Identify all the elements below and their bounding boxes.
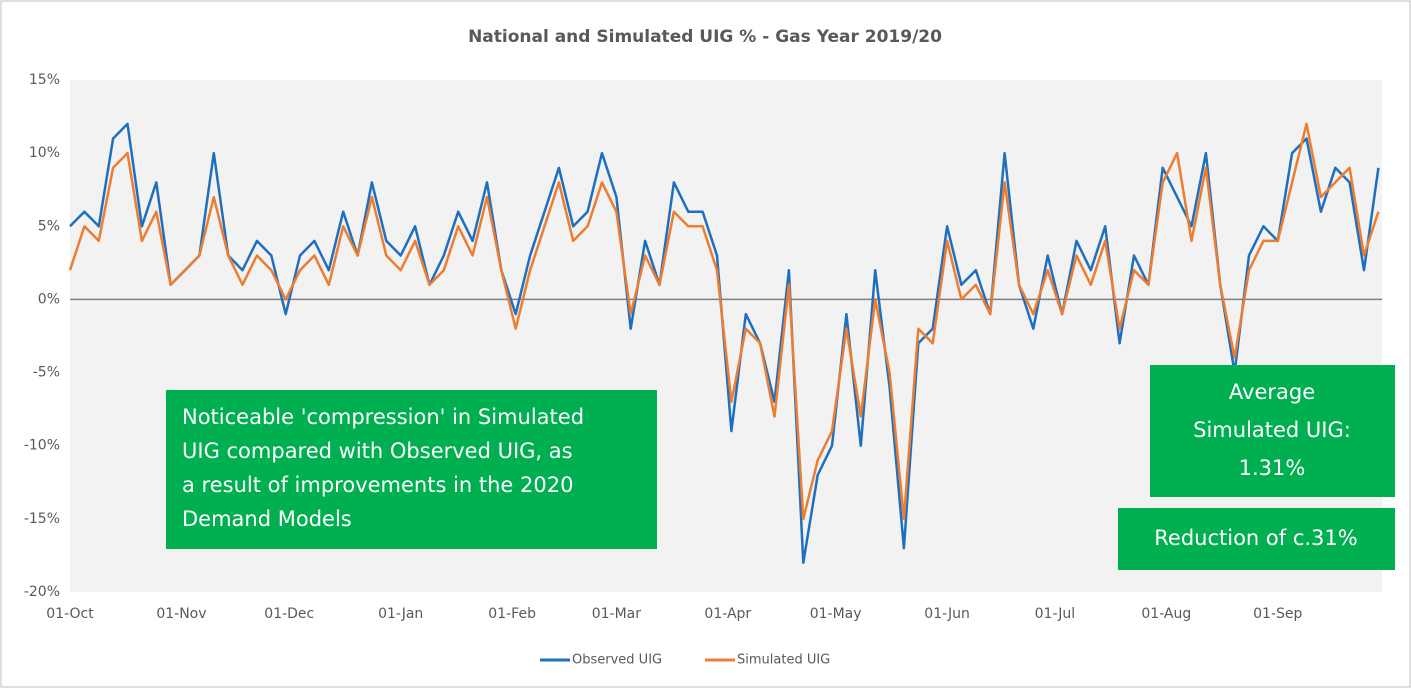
x-tick-label: 01-Feb xyxy=(488,606,536,622)
annotation-text: Reduction of c.31% xyxy=(1154,526,1357,550)
x-tick-label: 01-Aug xyxy=(1141,606,1191,622)
x-tick-label: 01-Mar xyxy=(592,606,642,622)
annotation-box xyxy=(1150,365,1395,497)
x-tick-label: 01-Jul xyxy=(1035,606,1076,622)
y-tick-label: -5% xyxy=(33,365,60,381)
y-tick-label: 10% xyxy=(29,145,60,161)
annotation-box xyxy=(166,390,657,549)
annotation-box xyxy=(1118,508,1395,570)
legend-label: Observed UIG xyxy=(572,653,662,668)
annotation-text: UIG compared with Observed UIG, as xyxy=(182,439,573,463)
annotation-text: Demand Models xyxy=(182,507,352,531)
y-tick-label: 0% xyxy=(38,291,60,307)
x-tick-label: 01-Oct xyxy=(46,606,94,622)
legend-label: Simulated UIG xyxy=(737,653,830,668)
x-tick-label: 01-Jan xyxy=(378,606,423,622)
x-tick-label: 01-Sep xyxy=(1253,606,1302,622)
series-line xyxy=(68,122,1380,521)
annotation-text: Average xyxy=(1229,380,1315,404)
annotation-text: Simulated UIG: xyxy=(1193,418,1351,442)
y-tick-label: -15% xyxy=(24,511,60,527)
x-tick-label: 01-Nov xyxy=(156,606,206,622)
annotation-text: a result of improvements in the 2020 xyxy=(182,473,573,497)
y-tick-label: -10% xyxy=(24,438,60,454)
y-tick-label: -20% xyxy=(24,584,60,600)
annotation-text: Noticeable 'compression' in Simulated xyxy=(182,405,584,429)
x-tick-label: 01-May xyxy=(810,606,862,622)
x-tick-label: 01-Dec xyxy=(264,606,314,622)
x-tick-label: 01-Jun xyxy=(924,606,970,622)
y-tick-label: 15% xyxy=(29,72,60,88)
annotation-text: 1.31% xyxy=(1239,456,1306,480)
y-tick-label: 5% xyxy=(38,218,60,234)
chart-title: National and Simulated UIG % - Gas Year … xyxy=(468,27,942,47)
x-tick-label: 01-Apr xyxy=(704,606,751,622)
